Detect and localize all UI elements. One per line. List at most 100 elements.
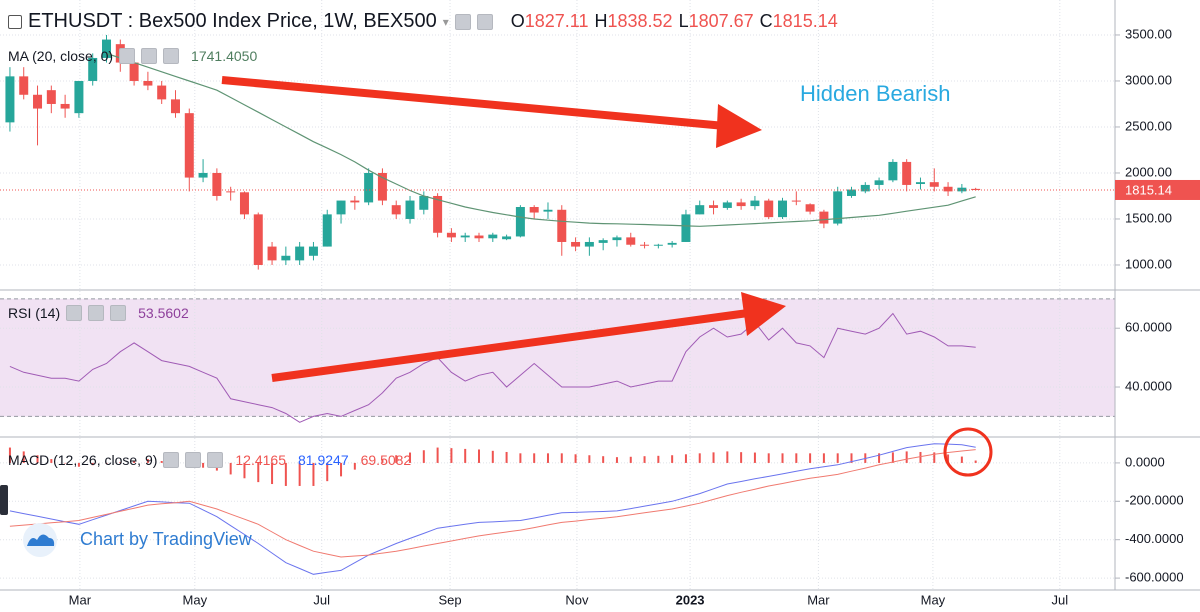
histogram-bar <box>505 451 508 463</box>
candle-body <box>750 200 760 207</box>
legend-title: ETHUSDT : Bex500 Index Price, 1W, BEX500 <box>28 10 437 32</box>
eye-icon[interactable] <box>66 305 83 321</box>
candle-body <box>640 244 650 246</box>
histogram-bar <box>395 455 398 463</box>
collapse-icon[interactable] <box>8 14 22 29</box>
logo-cloud <box>27 534 55 546</box>
ohlc-value: 1827.11 <box>524 11 589 31</box>
histogram-bar <box>588 455 591 463</box>
candle-body <box>226 191 236 193</box>
y-tick-label: -200.0000 <box>1125 493 1184 508</box>
arrow <box>221 76 762 148</box>
candle-body <box>736 202 746 207</box>
candle-body <box>46 90 56 104</box>
candle-body <box>5 76 15 123</box>
histogram-bar <box>795 453 798 463</box>
histogram-bar <box>298 462 301 486</box>
gear-icon[interactable] <box>476 13 493 30</box>
candle-body <box>653 244 663 246</box>
x-tick-label: 2023 <box>676 592 705 607</box>
histogram-bar <box>91 462 94 466</box>
close-icon[interactable] <box>163 48 180 64</box>
x-tick-label: Nov <box>565 592 589 607</box>
y-tick-label: 3500.00 <box>1125 26 1172 41</box>
histogram-bar <box>478 449 481 463</box>
eye-icon[interactable] <box>454 13 471 30</box>
candle-body <box>212 172 222 196</box>
histogram-bar <box>809 453 812 463</box>
arrow-shaft <box>271 309 749 382</box>
candle-body <box>336 200 346 215</box>
histogram-bar <box>146 459 149 463</box>
histogram-bar <box>933 452 936 463</box>
histogram-bar <box>740 452 743 463</box>
candle-body <box>74 80 84 114</box>
candle-body <box>198 172 208 178</box>
ohlc-label: H <box>594 11 608 31</box>
candle-body <box>170 99 180 114</box>
histogram-bar <box>160 460 163 463</box>
y-tick-label: 60.0000 <box>1125 320 1172 335</box>
histogram-bar <box>436 447 439 463</box>
caret[interactable]: ▾ <box>442 14 449 29</box>
candle-body <box>295 246 305 261</box>
gear-icon[interactable] <box>141 48 158 64</box>
candle-body <box>791 200 801 202</box>
x-tick-label: Sep <box>438 592 461 607</box>
candle-body <box>612 237 622 241</box>
histogram-bar <box>878 453 881 463</box>
arrow <box>271 292 786 382</box>
eye-icon[interactable] <box>163 452 180 468</box>
tradingview-logo <box>23 523 57 557</box>
ohlc-label: L <box>678 11 689 31</box>
histogram-bar <box>822 453 825 463</box>
candle-body <box>557 209 567 242</box>
side-tab[interactable] <box>0 485 8 515</box>
histogram-bar <box>326 462 329 482</box>
histogram-bar <box>546 453 549 463</box>
x-tick-label: May <box>183 592 208 607</box>
histogram-bar <box>836 453 839 463</box>
histogram-bar <box>712 452 715 463</box>
histogram-bar <box>560 453 563 463</box>
ma-line <box>106 52 976 227</box>
candle-body <box>33 94 43 109</box>
close-icon[interactable] <box>110 305 127 321</box>
rsi-value: 53.5602 <box>138 305 189 321</box>
candle-body <box>88 57 98 81</box>
candle-body <box>846 189 856 196</box>
histogram-bar <box>781 453 784 463</box>
plot-layer <box>0 0 1115 590</box>
close-icon[interactable] <box>207 452 224 468</box>
histogram-bar <box>64 462 67 464</box>
candle-body <box>143 80 153 86</box>
candle-body <box>860 184 870 192</box>
candle-body <box>308 246 318 256</box>
gear-icon[interactable] <box>88 305 105 321</box>
ohlc-value: 1838.52 <box>607 11 673 31</box>
candle-body <box>281 255 291 261</box>
macd-line <box>9 443 976 575</box>
candle-body <box>488 234 498 239</box>
y-tick-label: -600.0000 <box>1125 570 1184 585</box>
histogram-bar <box>574 454 577 463</box>
candle-body <box>267 246 277 261</box>
histogram-bar <box>243 462 246 479</box>
ma-legend: MA (20, close, 0) 1741.4050 <box>8 48 257 64</box>
candle-body <box>102 39 112 58</box>
candle-body <box>833 191 843 224</box>
highlight-circle <box>943 427 993 477</box>
price-legend: ETHUSDT : Bex500 Index Price, 1W, BEX500… <box>8 10 838 33</box>
gear-icon[interactable] <box>185 452 202 468</box>
rsi-name: RSI (14) <box>8 305 61 321</box>
candle-body <box>778 200 788 218</box>
macd-value: 81.9247 <box>298 452 349 468</box>
candle-body <box>322 214 332 247</box>
candle-body <box>943 186 953 192</box>
eye-icon[interactable] <box>119 48 136 64</box>
histogram-bar <box>450 448 453 463</box>
candle-body <box>129 62 139 81</box>
candle-body <box>971 188 981 190</box>
histogram-bar <box>36 455 39 463</box>
